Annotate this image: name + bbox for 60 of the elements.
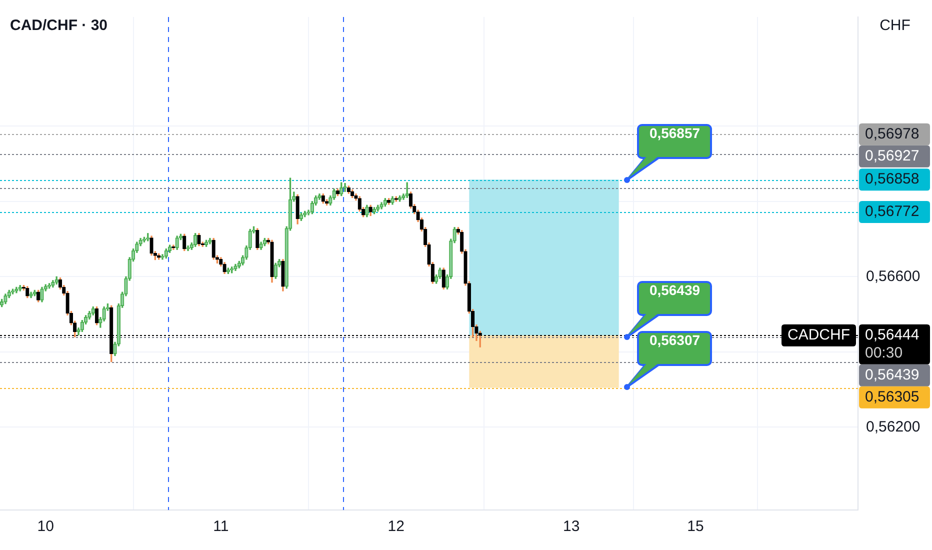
text: 00:30 [865, 344, 903, 362]
ref-line-label: 0,56927 [865, 148, 920, 165]
candlestick [296, 194, 300, 224]
ref-line-label: 0,56772 [865, 203, 920, 220]
candlestick [343, 183, 347, 192]
candlestick [40, 286, 44, 302]
candlestick [270, 240, 274, 283]
ref-line-label: 0,56439 [865, 366, 920, 384]
candlestick [204, 240, 208, 247]
candlestick [380, 202, 384, 210]
candlestick [208, 238, 212, 244]
candlestick [376, 204, 380, 212]
x-tick-label: 12 [388, 518, 404, 536]
candlestick [387, 198, 391, 205]
candlestick [442, 268, 446, 290]
candlestick [14, 286, 18, 294]
candlestick [146, 233, 150, 242]
candlestick [259, 242, 263, 250]
candlestick [390, 196, 394, 205]
candlestick [156, 253, 161, 260]
candlestick [172, 244, 176, 250]
candlestick [186, 245, 190, 252]
y-tick-label: 0,56200 [866, 418, 920, 436]
annotation: 0,56439 [638, 282, 712, 316]
y-tick-label: 0,56600 [866, 268, 920, 285]
x-tick-label: 11 [213, 518, 229, 536]
candlestick [51, 280, 55, 288]
ref-line-label: 0,56305 [865, 388, 920, 406]
candlestick [256, 228, 260, 250]
candlestick [365, 204, 369, 218]
candlestick [212, 238, 216, 260]
annotation: CADCHF [788, 326, 850, 344]
candlestick [94, 306, 99, 326]
x-tick-label: 10 [37, 518, 54, 536]
candlestick [150, 236, 154, 256]
y-axis-title: CHF [880, 17, 910, 34]
candlestick [182, 234, 186, 252]
ref-line-label: 0,56444 [865, 326, 920, 344]
candlestick [274, 262, 278, 279]
candlestick [32, 290, 37, 296]
candlestick [29, 292, 33, 298]
candlestick [368, 204, 372, 216]
candlestick [4, 294, 8, 304]
ref-line-label: 0,56858 [865, 170, 920, 188]
candlestick [175, 236, 179, 250]
annotation: 0,56857 [638, 124, 712, 158]
x-tick-label: 15 [687, 518, 704, 536]
chart-title: CAD/CHF · 30 [10, 17, 108, 34]
x-tick-label: 13 [563, 518, 580, 536]
candlestick [394, 196, 398, 202]
candlestick [372, 207, 376, 214]
candlestick [281, 259, 285, 292]
candlestick [303, 210, 307, 218]
ref-line-label: 0,56978 [865, 126, 920, 143]
candlestick [10, 288, 15, 294]
candlestick [299, 212, 304, 221]
candlestick [262, 238, 267, 246]
candlestick [197, 233, 201, 246]
annotation: 0,56307 [638, 332, 712, 365]
candlestick [346, 186, 351, 194]
